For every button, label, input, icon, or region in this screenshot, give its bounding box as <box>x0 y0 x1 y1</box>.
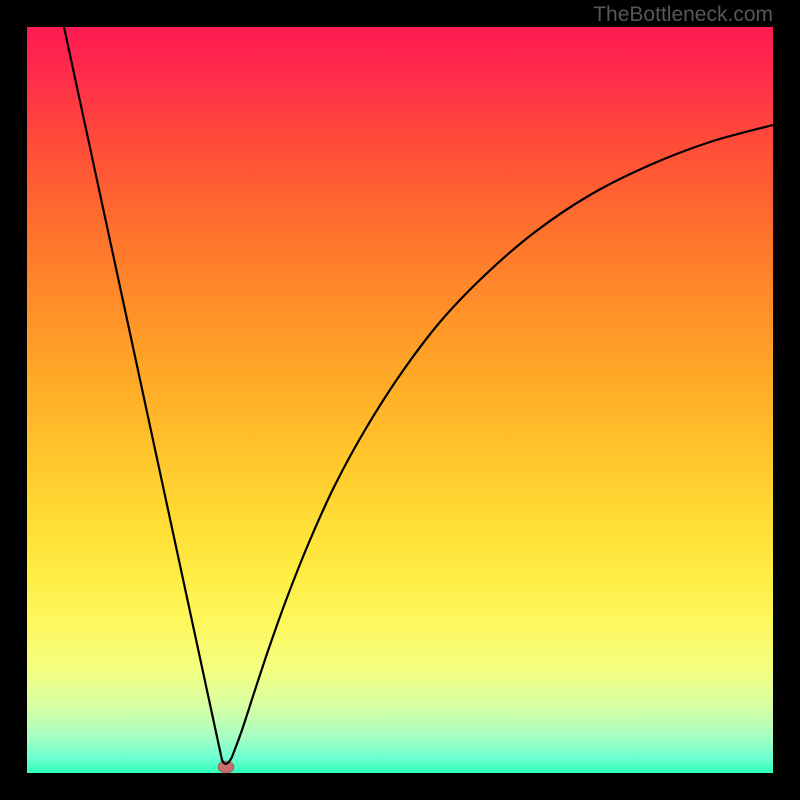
plot-area <box>27 27 773 773</box>
chart-container: TheBottleneck.com <box>0 0 800 800</box>
bottleneck-curve <box>64 27 773 764</box>
watermark-text: TheBottleneck.com <box>593 3 773 27</box>
curve-layer <box>0 0 800 800</box>
